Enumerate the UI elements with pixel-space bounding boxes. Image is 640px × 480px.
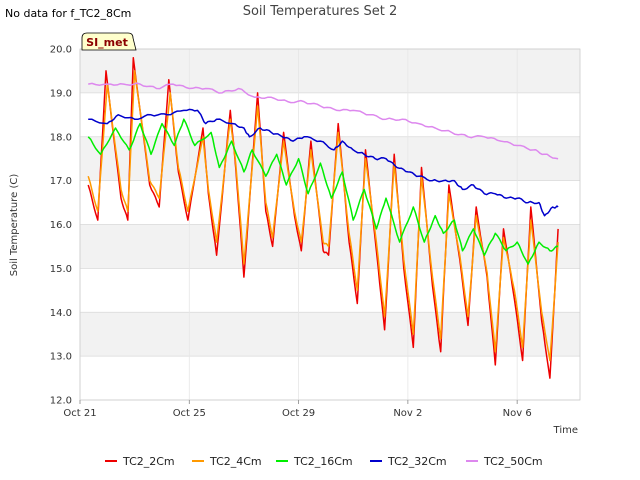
y-tick-label: 15.0 [50, 264, 72, 275]
y-tick-label: 16.0 [50, 220, 72, 231]
y-tick-label: 17.0 [50, 176, 72, 187]
station-badge: SI_met [81, 32, 137, 51]
y-axis-ticks: 12.0 13.0 14.0 15.0 16.0 17.0 18.0 19.0 20.0 [50, 45, 72, 407]
grid-lines [79, 48, 581, 401]
legend-label: TC2_32Cm [387, 455, 447, 468]
x-axis-label: Time [553, 425, 578, 436]
y-tick-label: 19.0 [50, 88, 72, 99]
no-data-message: No data for f_TC2_8Cm [5, 7, 132, 20]
series-line-TC2_32Cm [88, 108, 559, 217]
y-axis-label: Soil Temperature (C) [9, 174, 20, 277]
series-lines [87, 57, 559, 379]
legend: TC2_2Cm TC2_4Cm TC2_16Cm TC2_32Cm TC2_50Cm [105, 455, 543, 468]
x-tick-label: Nov 6 [503, 408, 532, 419]
badge-label: SI_met [86, 36, 128, 49]
legend-label: TC2_16Cm [293, 455, 353, 468]
y-tick-label: 12.0 [50, 396, 72, 407]
y-tick-label: 18.0 [50, 132, 72, 143]
x-tick-label: Oct 29 [282, 408, 315, 419]
x-tick-label: Nov 2 [393, 408, 422, 419]
legend-label: TC2_50Cm [483, 455, 543, 468]
chart-title: Soil Temperatures Set 2 [243, 4, 398, 19]
badge-shape [81, 32, 137, 51]
legend-label: TC2_2Cm [122, 455, 175, 468]
x-tick-label: Oct 21 [63, 408, 96, 419]
x-tick-label: Oct 25 [173, 408, 206, 419]
y-tick-label: 20.0 [50, 45, 72, 56]
plot-frame [79, 48, 581, 401]
y-tick-label: 14.0 [50, 308, 72, 319]
plot-band [80, 49, 580, 93]
x-axis-ticks: Oct 21 Oct 25 Oct 29 Nov 2 Nov 6 [63, 400, 532, 419]
plot-band [80, 312, 580, 357]
legend-label: TC2_4Cm [209, 455, 262, 468]
y-tick-label: 13.0 [50, 352, 72, 363]
series-line-TC2_16Cm [87, 118, 559, 265]
series-line-TC2_50Cm [88, 82, 559, 160]
